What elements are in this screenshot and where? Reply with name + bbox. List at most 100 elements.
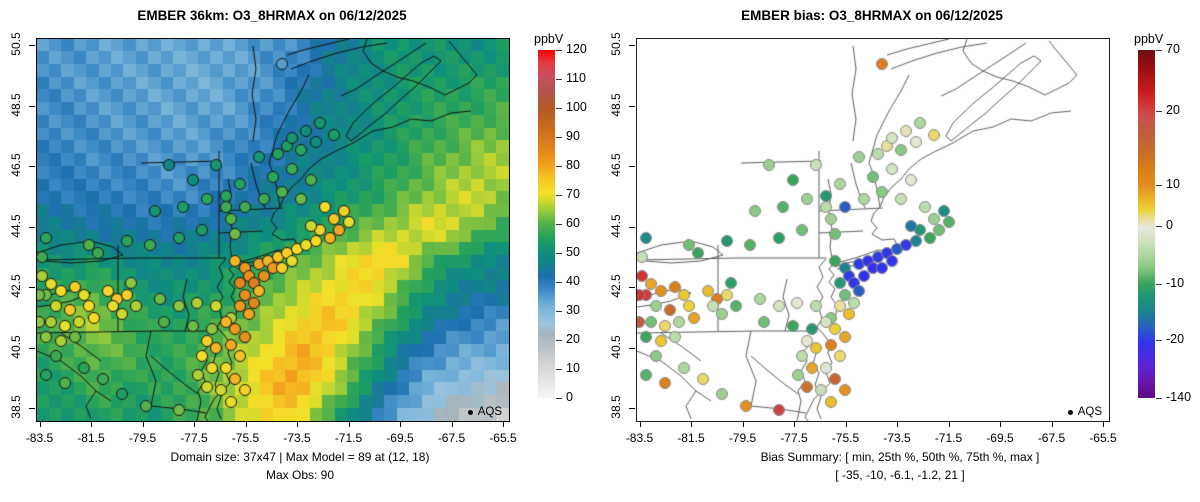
- x-axis-tick: [639, 421, 641, 428]
- colorbar-tick-label: 0: [1166, 218, 1173, 233]
- colorbar-tick-label: 100: [566, 100, 587, 114]
- x-axis-tick-label: -69.5: [386, 431, 414, 445]
- y-axis-tick: [629, 45, 635, 46]
- aqs-legend-label: AQS: [477, 406, 502, 418]
- bias-map-title: EMBER bias: O3_8HRMAX on 06/12/2025: [741, 8, 1003, 23]
- colorbar-tick-label: 60: [566, 216, 580, 230]
- colorbar-tick-label: 40: [566, 274, 580, 288]
- x-axis-tick-label: -81.5: [77, 431, 105, 445]
- colorbar-tick-label: 120: [566, 42, 587, 56]
- y-axis-tick-label: 46.5: [609, 153, 623, 177]
- colorbar-tick-label: -20: [1166, 332, 1185, 347]
- x-axis-tick-label: -81.5: [677, 431, 705, 445]
- y-axis-tick: [629, 226, 635, 228]
- colorbar-tick: [1156, 340, 1162, 342]
- y-axis-tick: [29, 105, 35, 107]
- colorbar-tick: [556, 108, 562, 109]
- x-axis-tick-label: -83.5: [25, 431, 54, 445]
- colorbar-tick-label: 0: [566, 390, 573, 404]
- colorbar-tick: [1156, 398, 1162, 399]
- x-axis-tick-label: -71.5: [334, 431, 363, 445]
- x-axis-tick: [39, 421, 41, 428]
- x-axis-tick: [1051, 421, 1053, 428]
- colorbar-tick-label: 20: [566, 332, 580, 346]
- colorbar-tick: [1156, 50, 1162, 51]
- x-axis-tick: [297, 421, 298, 428]
- colorbar-tick-label: 10: [566, 361, 580, 375]
- colorbar-tick: [556, 137, 562, 138]
- x-axis-tick: [794, 421, 795, 428]
- model-map-title: EMBER 36km: O3_8HRMAX on 06/12/2025: [137, 8, 407, 23]
- y-axis-tick-label: 50.5: [9, 32, 23, 56]
- x-axis-tick: [91, 421, 92, 428]
- x-axis-tick-label: -75.5: [831, 431, 860, 445]
- x-axis-tick-label: -73.5: [883, 431, 911, 445]
- y-axis-tick-label: 44.5: [9, 213, 23, 238]
- y-axis-tick: [29, 287, 35, 288]
- colorbar-tick-label: 110: [566, 71, 586, 85]
- y-axis-tick-label: 48.5: [609, 92, 623, 117]
- x-axis-tick-label: -77.5: [180, 431, 208, 445]
- model-heatmap-canvas: [37, 39, 509, 421]
- x-axis-tick-label: -79.5: [128, 431, 157, 445]
- colorbar-tick: [556, 311, 562, 312]
- colorbar-tick-label: 10: [1166, 177, 1180, 192]
- y-axis-tick-label: 40.5: [609, 334, 623, 359]
- x-axis-tick: [742, 421, 744, 428]
- y-axis-tick: [629, 287, 635, 288]
- model-map-panel: EMBER 36km: O3_8HRMAX on 06/12/2025 AQS …: [9, 8, 587, 482]
- colorbar-tick-label: -10: [1166, 275, 1185, 290]
- colorbar-tick: [556, 282, 562, 283]
- x-axis-tick: [194, 421, 195, 428]
- colorbar-tick-label: 30: [566, 303, 580, 317]
- y-axis-tick: [29, 45, 35, 46]
- y-axis-tick-label: 40.5: [9, 334, 23, 359]
- y-axis-tick: [629, 408, 635, 409]
- x-axis-tick: [142, 421, 144, 428]
- colorbar-tick-label: 70: [1166, 42, 1180, 56]
- x-axis-tick: [897, 421, 898, 428]
- colorbar-tick: [556, 79, 562, 80]
- colorbar-tick: [1156, 226, 1162, 228]
- y-axis-tick-label: 42.5: [9, 274, 23, 298]
- y-axis-tick: [29, 166, 35, 167]
- colorbar-tick: [556, 398, 562, 399]
- bias-map-caption-2: [ -35, -10, -6.1, -1.2, 21 ]: [835, 468, 965, 482]
- aqs-legend: AQS: [467, 406, 502, 418]
- x-axis-tick: [503, 421, 504, 428]
- x-axis-tick: [400, 421, 401, 428]
- bias-map-caption-1: Bias Summary: [ min, 25th %, 50th %, 75t…: [760, 450, 1040, 464]
- model-map-caption-1: Domain size: 37x47 | Max Model = 89 at (…: [170, 450, 430, 464]
- colorbar-tick: [556, 166, 562, 167]
- colorbar-tick-label: -140: [1166, 390, 1192, 404]
- y-axis-tick: [29, 226, 35, 228]
- x-axis-tick: [845, 421, 847, 428]
- aqs-site-dot-icon: [1067, 409, 1073, 415]
- x-axis-tick-label: -69.5: [986, 431, 1014, 445]
- aqs-site-dot-icon: [467, 409, 473, 415]
- y-axis-tick-label: 42.5: [609, 274, 623, 298]
- x-axis-tick: [948, 421, 950, 428]
- bias-map-plot-area: AQS: [636, 38, 1110, 422]
- x-axis-tick-label: -65.5: [1089, 431, 1117, 445]
- model-map-plot-area: AQS: [36, 38, 510, 422]
- y-axis-tick: [629, 105, 635, 107]
- x-axis-tick-label: -73.5: [283, 431, 311, 445]
- x-axis-tick-label: -71.5: [934, 431, 963, 445]
- x-axis-tick: [348, 421, 350, 428]
- colorbar-tick-label: 50: [566, 245, 580, 259]
- bias-map-panel: EMBER bias: O3_8HRMAX on 06/12/2025 AQS …: [600, 0, 1200, 502]
- y-axis-tick-label: 38.5: [609, 395, 623, 419]
- y-axis-tick-label: 46.5: [9, 153, 23, 177]
- x-axis-tick-label: -79.5: [728, 431, 757, 445]
- colorbar-tick-label: 70: [566, 187, 580, 201]
- colorbar-tick: [1156, 110, 1162, 112]
- x-axis-tick: [451, 421, 453, 428]
- colorbar-tick: [556, 195, 562, 196]
- y-axis-tick: [29, 347, 35, 349]
- colorbar-tick-label: 20: [1166, 102, 1180, 117]
- colorbar-tick: [556, 224, 562, 225]
- x-axis-tick-label: -83.5: [625, 431, 654, 445]
- aqs-legend-label: AQS: [1077, 406, 1102, 418]
- x-axis-tick-label: -65.5: [489, 431, 517, 445]
